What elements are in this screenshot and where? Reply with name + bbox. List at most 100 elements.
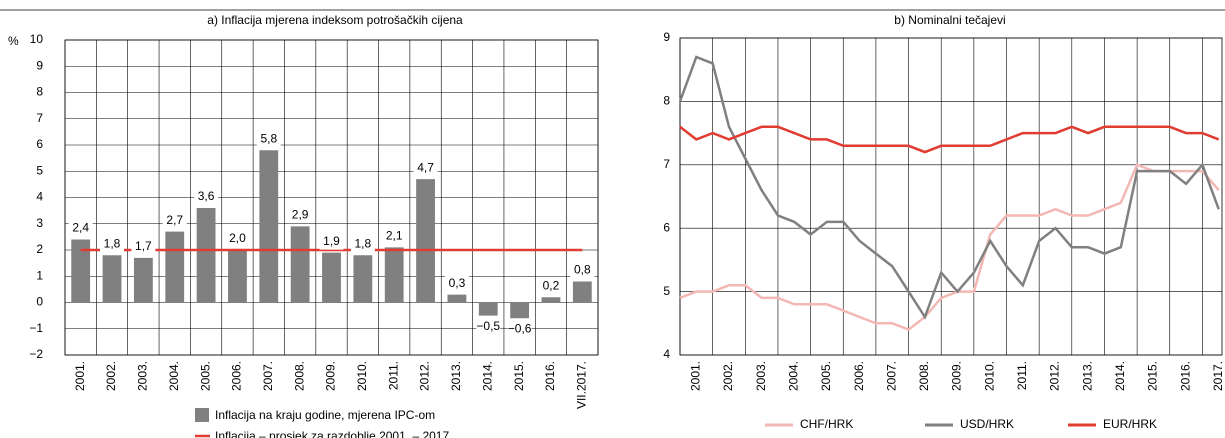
x-tick-label: 2002. — [721, 361, 735, 391]
x-tick-label: 2014. — [480, 361, 494, 391]
value-label: 2,7 — [166, 213, 183, 227]
x-tick-label: 2001. — [73, 361, 87, 391]
value-label-bg — [225, 231, 250, 247]
y-tick-label: 2 — [36, 242, 43, 256]
value-label-bg — [162, 212, 187, 229]
y-tick-label: 7 — [663, 157, 670, 171]
value-label: 0,2 — [543, 278, 560, 292]
value-label-bg — [507, 321, 532, 338]
value-label-bg — [256, 131, 281, 148]
x-tick-label: 2010. — [355, 361, 369, 391]
x-tick-label: 2005. — [819, 361, 833, 391]
bar — [384, 247, 404, 303]
series-line — [679, 163, 1220, 332]
bar — [416, 179, 435, 303]
y-tick-label: 9 — [663, 30, 670, 44]
legend-label: USD/HRK — [960, 417, 1014, 431]
value-label-bg — [444, 275, 469, 292]
x-tick-label: 2016. — [543, 361, 557, 391]
legend-label: EUR/HRK — [1103, 417, 1157, 431]
value-label-bg — [100, 236, 125, 253]
bar — [353, 255, 373, 303]
value-label: 1,8 — [104, 236, 121, 250]
bar — [71, 239, 91, 303]
legend-label: CHF/HRK — [800, 417, 853, 431]
value-label: 1,9 — [323, 234, 340, 248]
x-tick-label: 2015. — [1146, 361, 1160, 391]
bar — [541, 297, 561, 303]
y-tick-label: 6 — [663, 220, 670, 234]
x-tick-label: 2008. — [292, 361, 306, 391]
x-tick-label: 2015. — [512, 361, 526, 391]
y-tick-label: 7 — [36, 111, 43, 125]
y-tick-label: 10 — [30, 32, 44, 46]
legend-swatch — [195, 408, 209, 422]
y-tick-label: 4 — [36, 190, 43, 204]
chart-title: b) Nominalni tečajevi — [894, 13, 1005, 27]
y-unit: % — [8, 34, 19, 48]
value-label: 2,9 — [292, 208, 309, 222]
x-tick-label: 2001. — [688, 361, 702, 391]
x-tick-label: 2011. — [386, 361, 400, 390]
x-tick-label: 2013. — [449, 361, 463, 391]
series-line — [679, 125, 1220, 154]
bar — [102, 255, 122, 303]
x-tick-label: 2003. — [754, 361, 768, 391]
x-tick-label: 2007. — [261, 361, 275, 391]
value-label: −0,5 — [476, 319, 500, 333]
x-tick-label: 2007. — [884, 361, 898, 391]
x-tick-label: 2016. — [1178, 361, 1192, 391]
x-tick-label: 2006. — [852, 361, 866, 391]
x-tick-label: 2006. — [230, 361, 244, 391]
bar — [290, 226, 310, 303]
x-tick-label: 2005. — [198, 361, 212, 391]
value-label-bg — [538, 278, 563, 295]
value-label-bg — [131, 238, 156, 255]
bar — [259, 150, 279, 303]
series-line — [678, 55, 1220, 320]
value-label-bg — [413, 160, 438, 177]
plot-frame — [679, 37, 1223, 356]
bar — [133, 257, 153, 303]
value-label-bg — [68, 220, 93, 237]
value-label: 1,7 — [135, 239, 152, 253]
y-tick-label: 0 — [36, 295, 43, 309]
y-tick-label: 3 — [36, 216, 43, 230]
legend-label: Inflacija na kraju godine, mjerena IPC-o… — [215, 408, 435, 422]
x-tick-label: 2004. — [786, 361, 800, 391]
y-tick-label: 5 — [36, 163, 43, 177]
y-tick-label: 8 — [663, 94, 670, 108]
value-label: 2,1 — [386, 229, 403, 243]
x-tick-label: 2008. — [917, 361, 931, 391]
value-label: 3,6 — [198, 189, 215, 203]
value-label-bg — [350, 236, 375, 253]
bar — [447, 294, 467, 303]
value-label: 2,0 — [229, 231, 246, 245]
y-tick-label: 5 — [663, 284, 670, 298]
bar — [228, 250, 247, 303]
value-label: 4,7 — [417, 160, 434, 174]
x-tick-label: 2003. — [136, 361, 150, 391]
bar — [510, 302, 530, 319]
value-label-bg — [570, 262, 595, 279]
bar — [478, 302, 498, 316]
bar — [196, 208, 216, 303]
x-tick-label: 2013. — [1080, 361, 1094, 391]
x-tick-label: 2014. — [1113, 361, 1127, 391]
value-label: 2,4 — [72, 221, 89, 235]
value-label-bg — [382, 228, 407, 245]
y-tick-label: 9 — [36, 58, 43, 72]
bar — [165, 231, 185, 303]
y-tick-label: 4 — [663, 347, 670, 361]
y-tick-label: 8 — [36, 85, 43, 99]
x-tick-label: 2009. — [324, 361, 338, 391]
value-label: 1,8 — [355, 236, 372, 250]
value-label-bg — [194, 189, 219, 205]
bar — [572, 281, 592, 303]
value-label: −0,6 — [508, 321, 532, 335]
y-tick-label: 6 — [36, 137, 43, 151]
legend-label: Inflacija – prosjek za razdoblje 2001. –… — [215, 429, 453, 438]
x-tick-label: 2012. — [418, 361, 432, 391]
x-tick-label: VII.2017. — [574, 361, 588, 409]
value-label-bg — [476, 318, 501, 335]
